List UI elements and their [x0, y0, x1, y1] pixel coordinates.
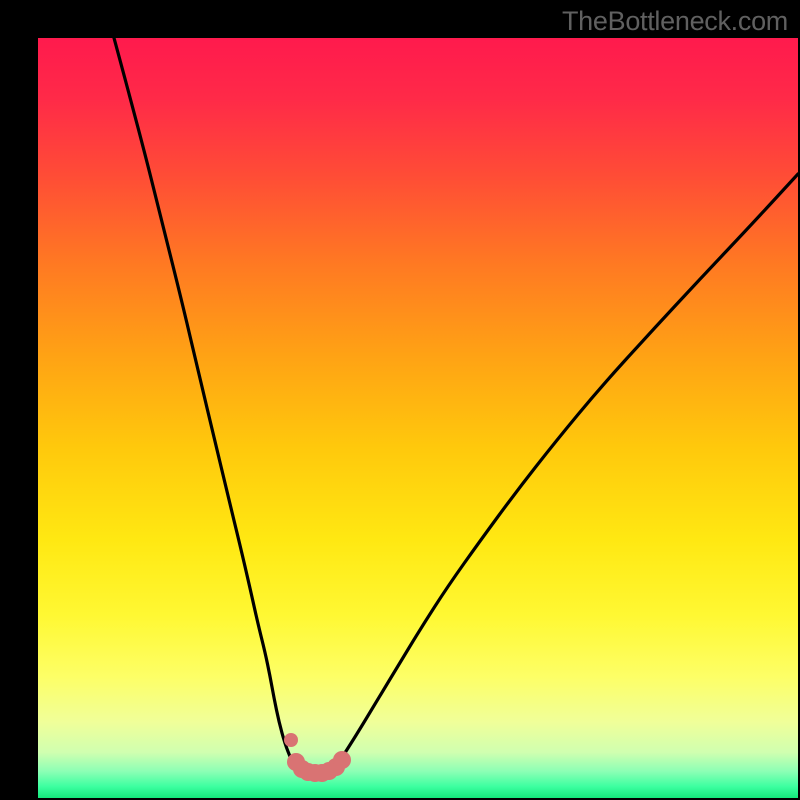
marker-dot-isolated	[284, 733, 298, 747]
markers-layer	[38, 38, 798, 798]
marker-dot	[333, 751, 351, 769]
watermark-text: TheBottleneck.com	[562, 6, 788, 37]
chart-plot-area	[38, 38, 798, 798]
